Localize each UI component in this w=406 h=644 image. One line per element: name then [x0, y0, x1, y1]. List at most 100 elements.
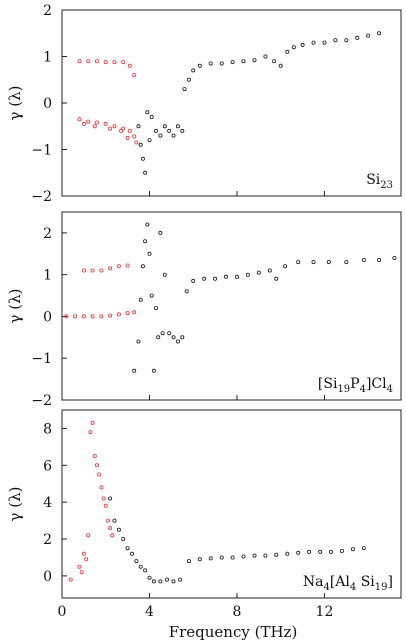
point-black [158, 579, 163, 584]
plot-frame [61, 409, 402, 599]
point-red [81, 314, 86, 319]
point-red [81, 121, 86, 126]
point-black [116, 527, 121, 532]
point-red [97, 472, 102, 477]
point-red [86, 533, 91, 538]
point-black [143, 568, 148, 573]
point-black [143, 239, 148, 244]
point-black [219, 555, 224, 560]
panel-label-part: [Al [330, 574, 351, 590]
point-red [84, 557, 89, 562]
point-black [241, 554, 246, 559]
point-black [136, 124, 141, 129]
y-tick-label: 0 [43, 569, 52, 585]
point-red [81, 268, 86, 273]
point-black [230, 60, 235, 65]
point-black [186, 559, 191, 564]
point-black [322, 40, 327, 45]
point-red [127, 128, 132, 133]
y-tick-label: 8 [43, 421, 52, 437]
point-black [311, 260, 316, 265]
plot-frame [61, 9, 402, 197]
y-tick-label: 0 [43, 309, 52, 325]
point-red [99, 485, 104, 490]
x-tick-label: 4 [145, 604, 154, 620]
point-black [230, 555, 235, 560]
point-black [129, 551, 134, 556]
point-black [285, 551, 290, 556]
point-black [156, 335, 161, 340]
x-tick-label: 8 [233, 604, 242, 620]
point-red [95, 463, 100, 468]
point-black [180, 335, 185, 340]
y-axis-label: γ (λ) [6, 289, 24, 324]
point-red [86, 119, 91, 124]
point-black [252, 553, 257, 558]
point-black [296, 550, 301, 555]
point-black [151, 368, 156, 373]
point-red [105, 518, 110, 523]
point-black [355, 35, 360, 40]
point-black [125, 546, 130, 551]
point-black [366, 33, 371, 38]
panel-label-part: Na [303, 574, 324, 590]
point-black [245, 272, 250, 277]
point-black [171, 133, 176, 138]
point-red [108, 126, 113, 131]
x-axis-label: Frequency (THz) [169, 623, 298, 641]
point-red [99, 268, 104, 273]
point-black [274, 552, 279, 557]
point-black [300, 42, 305, 47]
y-tick-label: −1 [31, 143, 52, 159]
point-black [162, 272, 167, 277]
panel-label-part: ] [388, 574, 393, 590]
point-black [350, 547, 355, 552]
point-black [138, 564, 143, 569]
point-red [112, 60, 117, 65]
point-black [162, 124, 167, 129]
point-black [147, 575, 152, 580]
point-red [90, 268, 95, 273]
y-tick-label: −2 [31, 393, 52, 409]
point-black [180, 128, 185, 133]
point-black [112, 518, 117, 523]
point-black [392, 255, 397, 260]
point-red [110, 533, 115, 538]
panel-label-part: Si [356, 574, 375, 590]
point-black [151, 579, 156, 584]
point-black [134, 559, 139, 564]
y-tick-label: −2 [31, 189, 52, 205]
point-black [145, 222, 150, 227]
point-red [90, 314, 95, 319]
y-tick-label: 2 [43, 3, 52, 19]
point-black [272, 59, 277, 64]
point-black [149, 115, 154, 120]
point-black [178, 577, 183, 582]
point-red [132, 134, 137, 139]
y-tick-label: 2 [43, 532, 52, 548]
point-red [79, 570, 84, 575]
point-black [208, 61, 213, 66]
point-black [285, 49, 290, 54]
panel-label-part: 23 [380, 180, 393, 191]
point-black [344, 38, 349, 43]
point-black [167, 128, 172, 133]
point-black [318, 549, 323, 554]
point-black [344, 260, 349, 265]
point-red [108, 313, 113, 318]
panel-label-part: [Si [318, 376, 338, 392]
point-red [99, 314, 104, 319]
point-black [143, 170, 148, 175]
point-black [145, 110, 150, 115]
point-black [328, 549, 333, 554]
point-red [92, 124, 97, 129]
y-tick-label: 4 [43, 495, 52, 511]
point-black [377, 31, 382, 36]
point-black [149, 293, 154, 298]
panel-label: [Si19P4]Cl4 [318, 376, 393, 395]
point-red [103, 503, 108, 508]
point-black [197, 557, 202, 562]
point-black [339, 549, 344, 554]
